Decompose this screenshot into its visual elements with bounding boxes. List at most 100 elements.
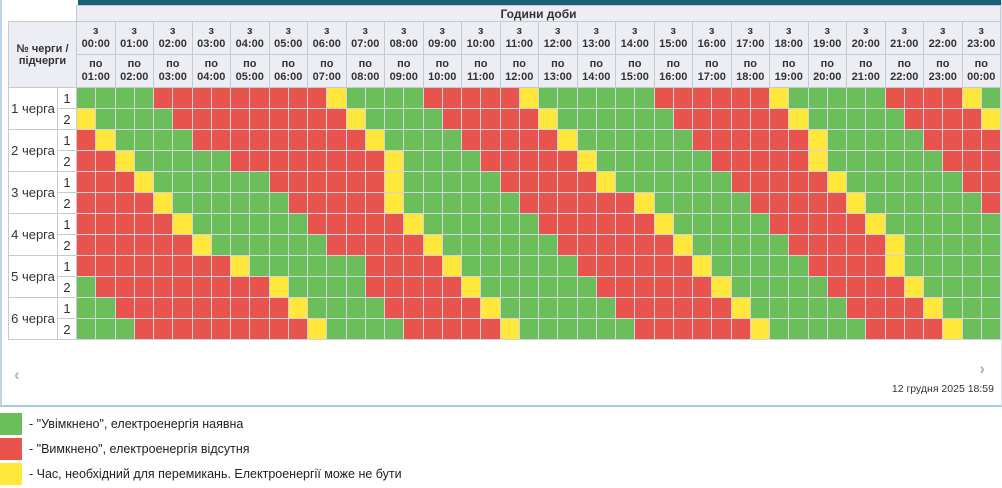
- schedule-cell: [768, 318, 790, 340]
- subqueue-number: 1: [57, 129, 77, 151]
- hour-header-to: по 13:00: [538, 54, 578, 88]
- schedule-row: 2: [9, 234, 1002, 256]
- schedule-cell: [537, 255, 559, 277]
- schedule-cell: [114, 150, 135, 172]
- schedule-cell: [807, 192, 828, 214]
- schedule-cell: [691, 234, 713, 256]
- schedule-cell: [422, 276, 443, 298]
- schedule-cell: [249, 318, 270, 340]
- hour-header-to: по 08:00: [345, 54, 385, 88]
- schedule-cell: [595, 276, 617, 298]
- schedule-cell: [518, 108, 540, 130]
- schedule-cell: [807, 276, 828, 298]
- schedule-cell: [595, 318, 617, 340]
- schedule-cell: [922, 276, 944, 298]
- schedule-cell: [114, 318, 135, 340]
- schedule-cell: [249, 171, 270, 193]
- schedule-cell: [653, 87, 674, 109]
- schedule-cell: [249, 150, 270, 172]
- schedule-cell: [942, 213, 963, 235]
- schedule-cell: [768, 297, 790, 319]
- subqueue-number: 2: [57, 318, 77, 340]
- schedule-cell: [499, 318, 520, 340]
- queue-label: 4 черга: [8, 213, 58, 256]
- schedule-cell: [614, 297, 636, 319]
- schedule-cell: [326, 171, 347, 193]
- schedule-cell: [595, 87, 617, 109]
- schedule-cell: [460, 297, 482, 319]
- schedule-cell: [114, 192, 135, 214]
- schedule-cell: [884, 297, 905, 319]
- schedule-cell: [711, 276, 732, 298]
- hour-header-to: по 14:00: [576, 54, 616, 88]
- legend-swatch-off: [0, 438, 22, 460]
- schedule-cell: [229, 213, 251, 235]
- schedule-cell: [364, 213, 386, 235]
- schedule-cell: [653, 234, 674, 256]
- schedule-cell: [614, 129, 636, 151]
- schedule-cell: [191, 87, 212, 109]
- schedule-cell: [480, 171, 501, 193]
- schedule-cell: [826, 171, 848, 193]
- schedule-cell: [634, 297, 655, 319]
- schedule-cell: [826, 255, 848, 277]
- schedule-cell: [653, 213, 674, 235]
- schedule-cell: [961, 129, 982, 151]
- schedule-cell: [595, 192, 617, 214]
- schedule-cell: [980, 276, 1002, 298]
- schedule-cell: [287, 297, 309, 319]
- schedule-cell: [711, 213, 732, 235]
- schedule-cell: [691, 276, 713, 298]
- schedule-cell: [980, 192, 1002, 214]
- schedule-cell: [807, 234, 828, 256]
- schedule-cell: [210, 129, 232, 151]
- hour-header-to: по 09:00: [384, 54, 424, 88]
- schedule-cell: [653, 129, 674, 151]
- hour-header-to: по 20:00: [807, 54, 847, 88]
- schedule-cell: [403, 297, 424, 319]
- schedule-cell: [730, 87, 751, 109]
- schedule-cell: [249, 234, 270, 256]
- schedule-cell: [537, 150, 559, 172]
- schedule-cell: [595, 234, 617, 256]
- schedule-cell: [345, 297, 366, 319]
- schedule-cell: [672, 276, 694, 298]
- schedule-cell: [614, 213, 636, 235]
- schedule-cell: [191, 150, 212, 172]
- schedule-cell: [942, 150, 963, 172]
- schedule-cell: [306, 150, 328, 172]
- schedule-cell: [210, 276, 232, 298]
- schedule-cell: [768, 129, 790, 151]
- schedule-cell: [807, 213, 828, 235]
- schedule-cell: [788, 255, 809, 277]
- schedule-cell: [788, 87, 809, 109]
- schedule-cell: [383, 213, 405, 235]
- hour-header-to: по 06:00: [268, 54, 308, 88]
- schedule-cell: [326, 192, 347, 214]
- hour-header-to: по 23:00: [923, 54, 963, 88]
- schedule-cell: [172, 318, 193, 340]
- schedule-cell: [730, 255, 751, 277]
- schedule-cell: [287, 150, 309, 172]
- schedule-cell: [595, 129, 617, 151]
- pager-next-icon[interactable]: ›: [979, 359, 985, 378]
- schedule-cell: [172, 297, 193, 319]
- schedule-cell: [326, 276, 347, 298]
- subqueue-number: 2: [57, 234, 77, 256]
- schedule-cell: [422, 129, 443, 151]
- schedule-cell: [518, 150, 540, 172]
- schedule-cell: [845, 213, 867, 235]
- schedule-cell: [345, 108, 366, 130]
- schedule-cell: [152, 192, 174, 214]
- schedule-cell: [634, 171, 655, 193]
- pager-prev-icon[interactable]: ‹: [14, 365, 20, 384]
- schedule-cell: [845, 276, 867, 298]
- schedule-cell: [961, 318, 982, 340]
- hour-header-from: з 07:00: [345, 21, 385, 55]
- schedule-cell: [326, 318, 347, 340]
- schedule-cell: [653, 255, 674, 277]
- schedule-cell: [152, 171, 174, 193]
- schedule-cell: [75, 192, 97, 214]
- legend-item: - "Вимкнено", електроенергія відсутня: [0, 438, 402, 460]
- schedule-cell: [114, 213, 135, 235]
